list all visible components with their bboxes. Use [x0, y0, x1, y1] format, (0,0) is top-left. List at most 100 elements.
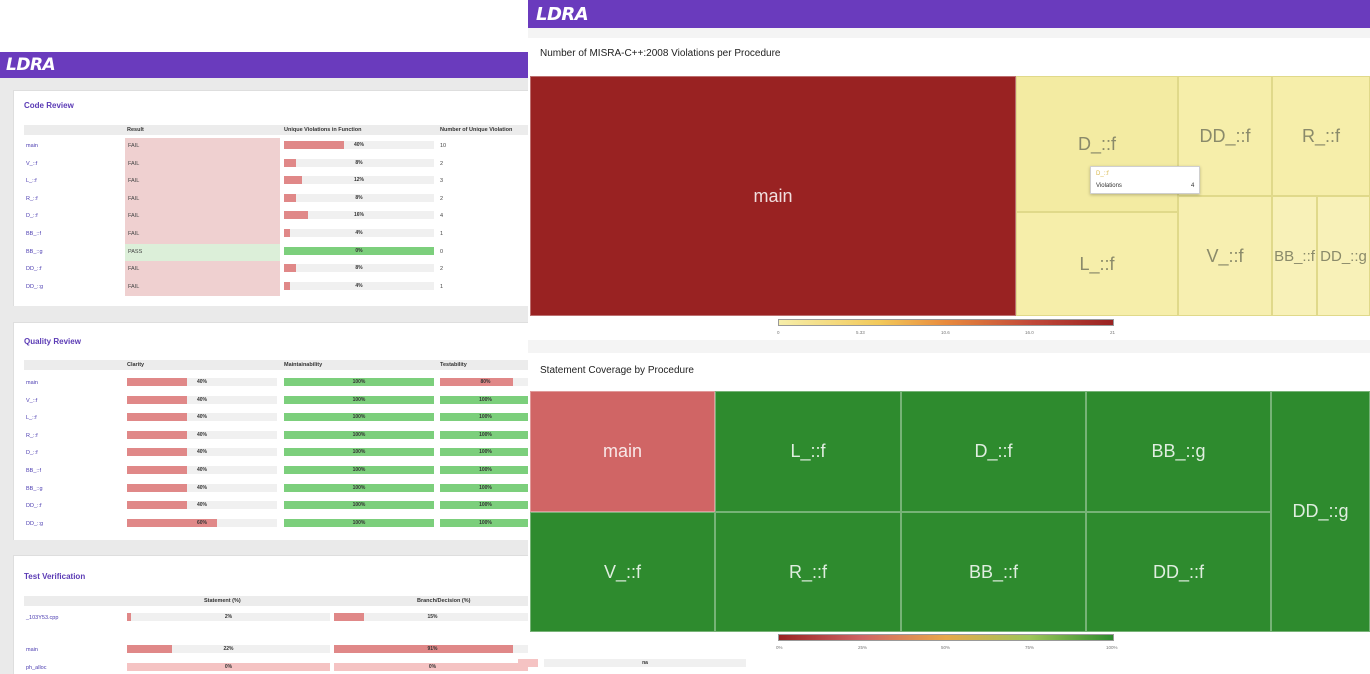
testability-bar: 100% [440, 518, 530, 527]
procedure-name[interactable]: DD_::g [26, 520, 44, 527]
statement-bar: 22% [127, 645, 330, 653]
legend-tick: 5.33 [856, 330, 865, 335]
statement-bar-fill [127, 645, 172, 653]
treemap-tile-v-f[interactable]: V_::f [1178, 196, 1272, 316]
table-row[interactable]: ph_alloc 0% 0% [14, 663, 530, 674]
procedure-name[interactable]: main [26, 647, 38, 653]
table-row[interactable]: V_::f 40% 100% 100% [14, 395, 530, 414]
table-row[interactable]: BB_::f FAIL 4% 1 [14, 226, 530, 247]
testability-bar: 100% [440, 413, 530, 422]
maintainability-bar-fill [284, 395, 434, 404]
treemap-tile-l-f[interactable]: L_::f [1016, 212, 1178, 316]
testability-bar: 100% [440, 466, 530, 474]
report-window: LDRA Code Review Result Unique Violation… [0, 52, 530, 674]
coverage-tile-r-f[interactable]: R_::f [715, 512, 901, 632]
branch-bar-label: 91% [427, 646, 438, 652]
coverage-color-legend [778, 634, 1114, 641]
tooltip-label: Violations [1096, 183, 1122, 189]
violation-count: 4 [440, 213, 444, 220]
violations-bar: 4% [284, 281, 434, 290]
table-row[interactable]: main 40% 100% 80% [14, 378, 530, 396]
table-row[interactable]: DD_::g FAIL 4% 1 [14, 278, 530, 300]
table-row[interactable]: DD_::f FAIL 8% 2 [14, 261, 530, 282]
procedure-name[interactable]: BB_::g [26, 248, 43, 255]
file-name[interactable]: _103Y53.cpp [26, 615, 59, 621]
treemap-tile-bb-f[interactable]: BB_::f [1272, 196, 1317, 316]
code-review-table-header: Result Unique Violations in Function Num… [24, 125, 530, 135]
violations-bar-label: 4% [355, 282, 363, 289]
procedure-name[interactable]: V_::f [26, 397, 38, 404]
coverage-tile-dd-g[interactable]: DD_::g [1271, 391, 1370, 632]
violations-bar-fill [284, 176, 302, 185]
testability-bar-label: 100% [479, 449, 492, 456]
table-row[interactable]: main 22% 91% [14, 645, 530, 659]
table-row[interactable]: D_::f FAIL 16% 4 [14, 208, 530, 229]
maintainability-bar: 100% [284, 483, 434, 492]
coverage-tile-main[interactable]: main [530, 391, 715, 512]
procedure-name[interactable]: D_::f [26, 213, 38, 220]
procedure-name[interactable]: main [26, 143, 38, 149]
statement-bar-label: 0% [224, 664, 233, 670]
clarity-bar-label: 40% [196, 449, 207, 456]
table-row[interactable]: V_::f FAIL 8% 2 [14, 155, 530, 177]
table-row[interactable]: R_::f 40% 100% 100% [14, 430, 530, 449]
table-row[interactable]: BB_::f 40% 100% 100% [14, 466, 530, 484]
maintainability-bar-label: 100% [352, 414, 366, 421]
table-row[interactable]: BB_::g 40% 100% 100% [14, 483, 530, 502]
ldra-logo-right: LDRA [536, 3, 589, 25]
treemap-tile-r-f[interactable]: R_::f [1272, 76, 1370, 196]
clarity-bar: 40% [127, 430, 277, 439]
treemap-tile-dd-g[interactable]: DD_::g [1317, 196, 1370, 316]
quality-review-table-header: Clarity Maintainability Testability [24, 360, 530, 370]
legend-tick: 10.6 [941, 330, 950, 335]
table-row[interactable]: BB_::g PASS 0% 0 [14, 243, 530, 265]
maintainability-bar-label: 100% [352, 449, 366, 456]
table-row[interactable]: L_::f 40% 100% 100% [14, 413, 530, 431]
table-row[interactable]: D_::f 40% 100% 100% [14, 448, 530, 466]
treemap-tile-main[interactable]: main [530, 76, 1016, 316]
table-row[interactable]: main FAIL 40% 10 [14, 138, 530, 159]
table-row[interactable]: L_::f FAIL 12% 3 [14, 173, 530, 194]
procedure-name[interactable]: DD_::f [26, 503, 42, 510]
violations-bar: 12% [284, 176, 434, 185]
testability-bar-fill [440, 466, 530, 474]
coverage-tile-l-f[interactable]: L_::f [715, 391, 901, 512]
procedure-name[interactable]: L_::f [26, 178, 37, 185]
procedure-name[interactable]: DD_::f [26, 266, 42, 273]
procedure-name[interactable]: R_::f [26, 195, 38, 202]
table-row[interactable]: R_::f FAIL 8% 2 [14, 190, 530, 212]
header-unique-violations: Unique Violations in Function [284, 127, 362, 133]
procedure-name[interactable]: BB_::f [26, 231, 41, 237]
coverage-tile-d-f[interactable]: D_::f [901, 391, 1086, 512]
treemap-top-bar: LDRA [528, 0, 1370, 28]
procedure-name[interactable]: V_::f [26, 160, 38, 167]
procedure-name[interactable]: R_::f [26, 432, 38, 439]
violations-bar-label: 4% [355, 230, 363, 236]
coverage-tile-dd-f[interactable]: DD_::f [1086, 512, 1271, 632]
result-value: FAIL [128, 195, 140, 202]
table-row[interactable]: DD_::g 60% 100% 100% [14, 518, 530, 537]
tooltip-name: D_::f [1096, 171, 1109, 177]
procedure-name[interactable]: D_::f [26, 450, 38, 457]
tile-label: DD_::f [1152, 561, 1204, 582]
table-row[interactable]: DD_::f 40% 100% 100% [14, 501, 530, 519]
violations-bar-label: 40% [353, 142, 364, 148]
procedure-name[interactable]: BB_::f [26, 468, 41, 474]
clarity-bar: 40% [127, 466, 277, 474]
coverage-tile-bb-f[interactable]: BB_::f [901, 512, 1086, 632]
clarity-bar: 40% [127, 378, 277, 386]
header-maintainability: Maintainability [284, 362, 323, 368]
clarity-bar-fill [127, 413, 187, 422]
violation-count: 2 [440, 160, 444, 167]
branch-bar-overflow [518, 659, 538, 667]
coverage-tile-bb-g[interactable]: BB_::g [1086, 391, 1271, 512]
procedure-name[interactable]: L_::f [26, 415, 37, 422]
file-row[interactable]: _103Y53.cpp 2% 15% [14, 613, 530, 627]
procedure-name[interactable]: BB_::g [26, 485, 43, 492]
procedure-name[interactable]: DD_::g [26, 283, 44, 290]
procedure-name[interactable]: main [26, 380, 38, 386]
procedure-name[interactable]: ph_alloc [26, 665, 47, 671]
maintainability-bar-fill [284, 430, 434, 439]
result-value: FAIL [128, 231, 140, 237]
coverage-tile-v-f[interactable]: V_::f [530, 512, 715, 632]
